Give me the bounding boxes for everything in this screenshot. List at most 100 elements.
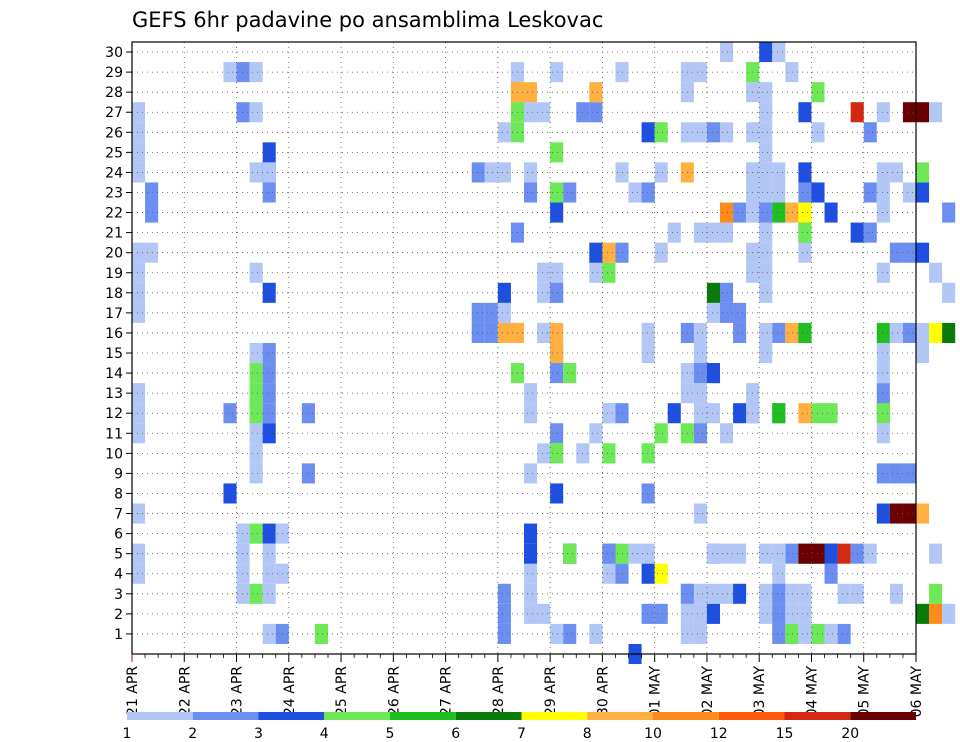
heatmap-cell	[262, 403, 276, 424]
heatmap-cell	[759, 282, 773, 303]
x-axis: 21 APR 22 APR 23 APR 24 APR 25 APR 26 APR 27 A…	[125, 654, 925, 717]
heatmap-cell	[563, 543, 577, 564]
y-tick-label: 29	[105, 65, 123, 81]
heatmap-cell	[262, 423, 276, 444]
heatmap-cell	[262, 583, 276, 604]
heatmap-cell	[262, 282, 276, 303]
heatmap-cell	[759, 262, 773, 283]
heatmap-cell	[876, 102, 890, 123]
color-legend: 1 2 3 4 5 6 7 8 10 12 15 20	[123, 712, 916, 742]
heatmap-cell	[785, 322, 799, 343]
heatmap-cell	[654, 423, 668, 444]
y-tick-label: 8	[114, 486, 123, 502]
heatmap-cell	[759, 242, 773, 263]
heatmap-cell	[249, 463, 263, 484]
heatmap-cell	[497, 122, 511, 143]
legend-label: 6	[451, 726, 460, 742]
y-tick-label: 15	[105, 346, 123, 362]
heatmap-cell	[902, 102, 916, 123]
y-tick-label: 11	[105, 426, 123, 442]
heatmap-cell	[811, 543, 825, 564]
heatmap-cell	[706, 603, 720, 624]
legend-label: 20	[841, 726, 859, 742]
heatmap-cell	[889, 242, 903, 263]
heatmap-cell	[876, 342, 890, 364]
legend-swatch	[587, 712, 653, 720]
legend-label: 1	[123, 726, 132, 742]
heatmap-cell	[693, 583, 707, 604]
heatmap-cell	[759, 102, 773, 123]
heatmap-cell	[706, 222, 720, 243]
heatmap-cell	[262, 383, 276, 404]
heatmap-cell	[798, 182, 812, 203]
heatmap-cell	[693, 222, 707, 243]
heatmap-cell	[132, 102, 146, 123]
heatmap-cell	[772, 162, 786, 183]
heatmap-cell	[824, 623, 838, 644]
heatmap-cell	[942, 603, 956, 624]
heatmap-cell	[785, 623, 799, 644]
y-tick-label: 24	[105, 165, 123, 181]
heatmap-cell	[249, 363, 263, 384]
y-tick-label: 4	[114, 567, 123, 583]
heatmap-cell	[889, 503, 903, 524]
heatmap-cell	[249, 162, 263, 183]
heatmap-cell	[550, 342, 564, 364]
heatmap-cell	[876, 262, 890, 283]
legend-swatch	[718, 712, 785, 720]
legend-swatch	[653, 712, 719, 720]
heatmap-cell	[837, 623, 851, 644]
heatmap-cell	[145, 242, 159, 263]
heatmap-cell	[236, 523, 250, 544]
y-tick-label: 16	[105, 326, 123, 342]
heatmap-cell	[720, 282, 734, 303]
heatmap-cell	[798, 403, 812, 424]
x-tick-label: 04 MAY	[804, 666, 820, 718]
heatmap-cell	[550, 322, 564, 343]
legend-swatch	[324, 712, 390, 720]
legend-label: 12	[710, 726, 728, 742]
heatmap-cell	[236, 583, 250, 604]
y-tick-label: 18	[105, 286, 123, 302]
heatmap-cell	[524, 583, 538, 604]
heatmap-cell	[916, 322, 930, 343]
heatmap-cell	[902, 322, 916, 343]
heatmap-cell	[262, 563, 276, 584]
heatmap-cell	[497, 322, 511, 343]
heatmap-cell	[902, 503, 916, 524]
y-tick-label: 20	[105, 246, 123, 262]
heatmap-cell	[262, 523, 276, 544]
heatmap-cell	[249, 523, 263, 544]
heatmap-cell	[759, 182, 773, 203]
heatmap-cell	[902, 182, 916, 203]
heatmap-cell	[654, 162, 668, 183]
y-tick-label: 9	[114, 466, 123, 482]
x-tick-label: 01 MAY	[648, 666, 664, 718]
heatmap-cell	[759, 322, 773, 343]
heatmap-cell	[772, 543, 786, 564]
y-axis: 1234567891011121314151617181920212223242…	[105, 45, 132, 643]
heatmap-cell	[785, 583, 799, 604]
heatmap-cell	[733, 302, 747, 323]
heatmap-cell	[811, 82, 825, 103]
heatmap-cell	[811, 623, 825, 644]
heatmap-cell	[641, 443, 655, 464]
heatmap-cell	[132, 262, 146, 283]
x-tick-label: 03 MAY	[752, 666, 768, 718]
heatmap-cell	[759, 142, 773, 163]
heatmap-cell	[706, 302, 720, 323]
heatmap-cell	[720, 583, 734, 604]
heatmap-cell	[759, 543, 773, 564]
heatmap-cell	[249, 403, 263, 424]
heatmap-cell	[824, 563, 838, 584]
heatmap-cell	[654, 603, 668, 624]
heatmap-cell	[550, 282, 564, 303]
heatmap-cell	[471, 302, 485, 323]
heatmap-cell	[720, 222, 734, 243]
heatmap-cell	[837, 543, 851, 564]
heatmap-cell	[772, 583, 786, 604]
heatmap-cell	[811, 182, 825, 203]
heatmap-cell	[471, 322, 485, 343]
heatmap-cell	[693, 423, 707, 444]
x-tick-label: 23 APR	[230, 666, 246, 716]
